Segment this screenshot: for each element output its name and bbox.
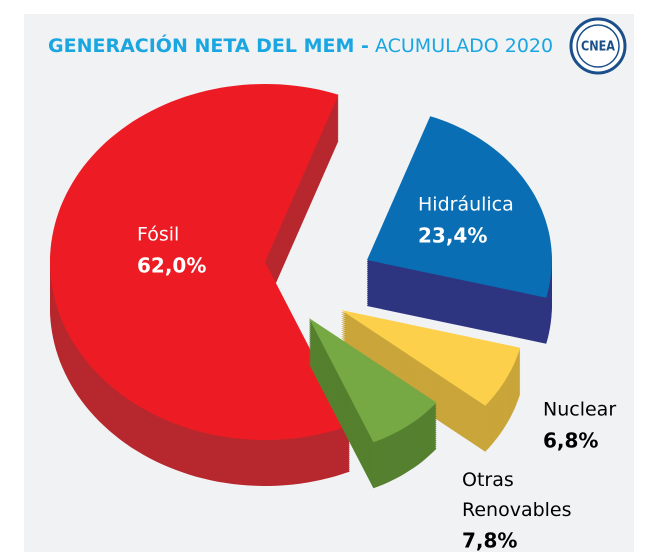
logo: CNEA (581, 40, 615, 55)
category-label-line: Renovables (462, 499, 572, 521)
logo-ring (569, 17, 627, 75)
logo-inner-ring (576, 24, 620, 68)
category-label-line: Otras (462, 469, 514, 491)
labels: Fósil 62,0% Hidráulica 23,4% Nuclear 6,8% Otra… (137, 194, 616, 553)
value-label: 7,8% (462, 529, 517, 553)
category-label: Hidráulica (418, 194, 514, 216)
category-label: Otras Renovables (462, 469, 572, 521)
category-label: Nuclear (543, 399, 616, 421)
pie (50, 84, 552, 489)
slice (50, 84, 350, 440)
chart-subtitle: ACUMULADO 2020 (375, 35, 553, 57)
chart-title: GENERACIÓN NETA DEL MEM - (48, 33, 369, 57)
value-label: 6,8% (543, 429, 598, 453)
slice (341, 310, 521, 406)
chart-title-line: GENERACIÓN NETA DEL MEM - ACUMULADO 2020 (48, 33, 553, 57)
value-label: 23,4% (418, 224, 487, 248)
slice (309, 318, 437, 443)
category-label: Fósil (137, 224, 179, 246)
value-label: 62,0% (137, 254, 206, 278)
slice (367, 116, 552, 298)
